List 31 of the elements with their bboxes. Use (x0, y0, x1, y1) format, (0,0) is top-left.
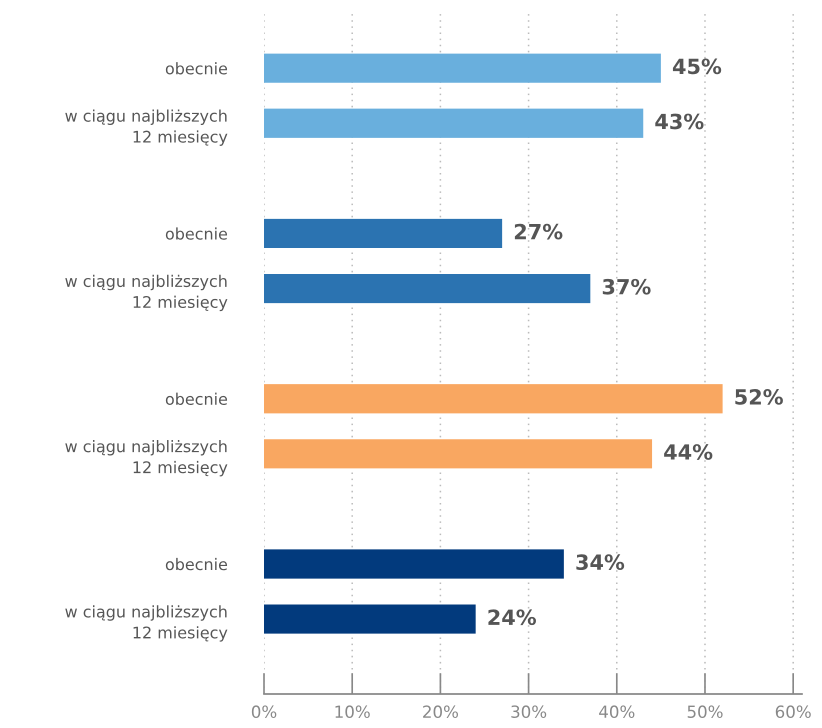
x-tick-label: 20% (423, 705, 458, 718)
x-tick-label: 50% (688, 705, 723, 718)
data-label: 24% (488, 609, 536, 626)
bar (264, 604, 476, 634)
bar (264, 108, 644, 138)
y-tick-label: w ciągu najbliższych 12 miesięcy (65, 109, 228, 146)
y-tick-label: obecnie (166, 392, 228, 406)
data-label: 27% (514, 224, 562, 240)
data-label: 34% (576, 554, 624, 570)
data-label: 44% (664, 444, 712, 460)
x-tick-label: 40% (599, 705, 634, 718)
bar (264, 549, 564, 579)
bar (264, 384, 723, 414)
y-tick-label: obecnie (166, 227, 228, 240)
x-tick-label: 60% (776, 705, 811, 718)
y-tick-label: w ciągu najbliższych 12 miesięcy (65, 605, 228, 642)
x-tick-label: 30% (511, 705, 546, 718)
y-tick-label: obecnie (166, 558, 228, 570)
bar (264, 439, 652, 468)
data-label: 37% (602, 278, 651, 295)
data-label: 45% (672, 58, 722, 74)
y-tick-label: obecnie (166, 62, 228, 74)
x-tick-label: 10% (336, 705, 370, 718)
x-tick-label: 0% (252, 705, 276, 718)
data-label: 52% (735, 389, 783, 405)
bar (264, 218, 502, 248)
y-tick-label: w ciągu najbliższych 12 miesięcy (65, 274, 228, 312)
bar (264, 54, 661, 83)
y-tick-label: w ciągu najbliższych 12 miesięcy (65, 440, 228, 476)
bar (264, 274, 590, 304)
data-label: 43% (655, 114, 704, 130)
